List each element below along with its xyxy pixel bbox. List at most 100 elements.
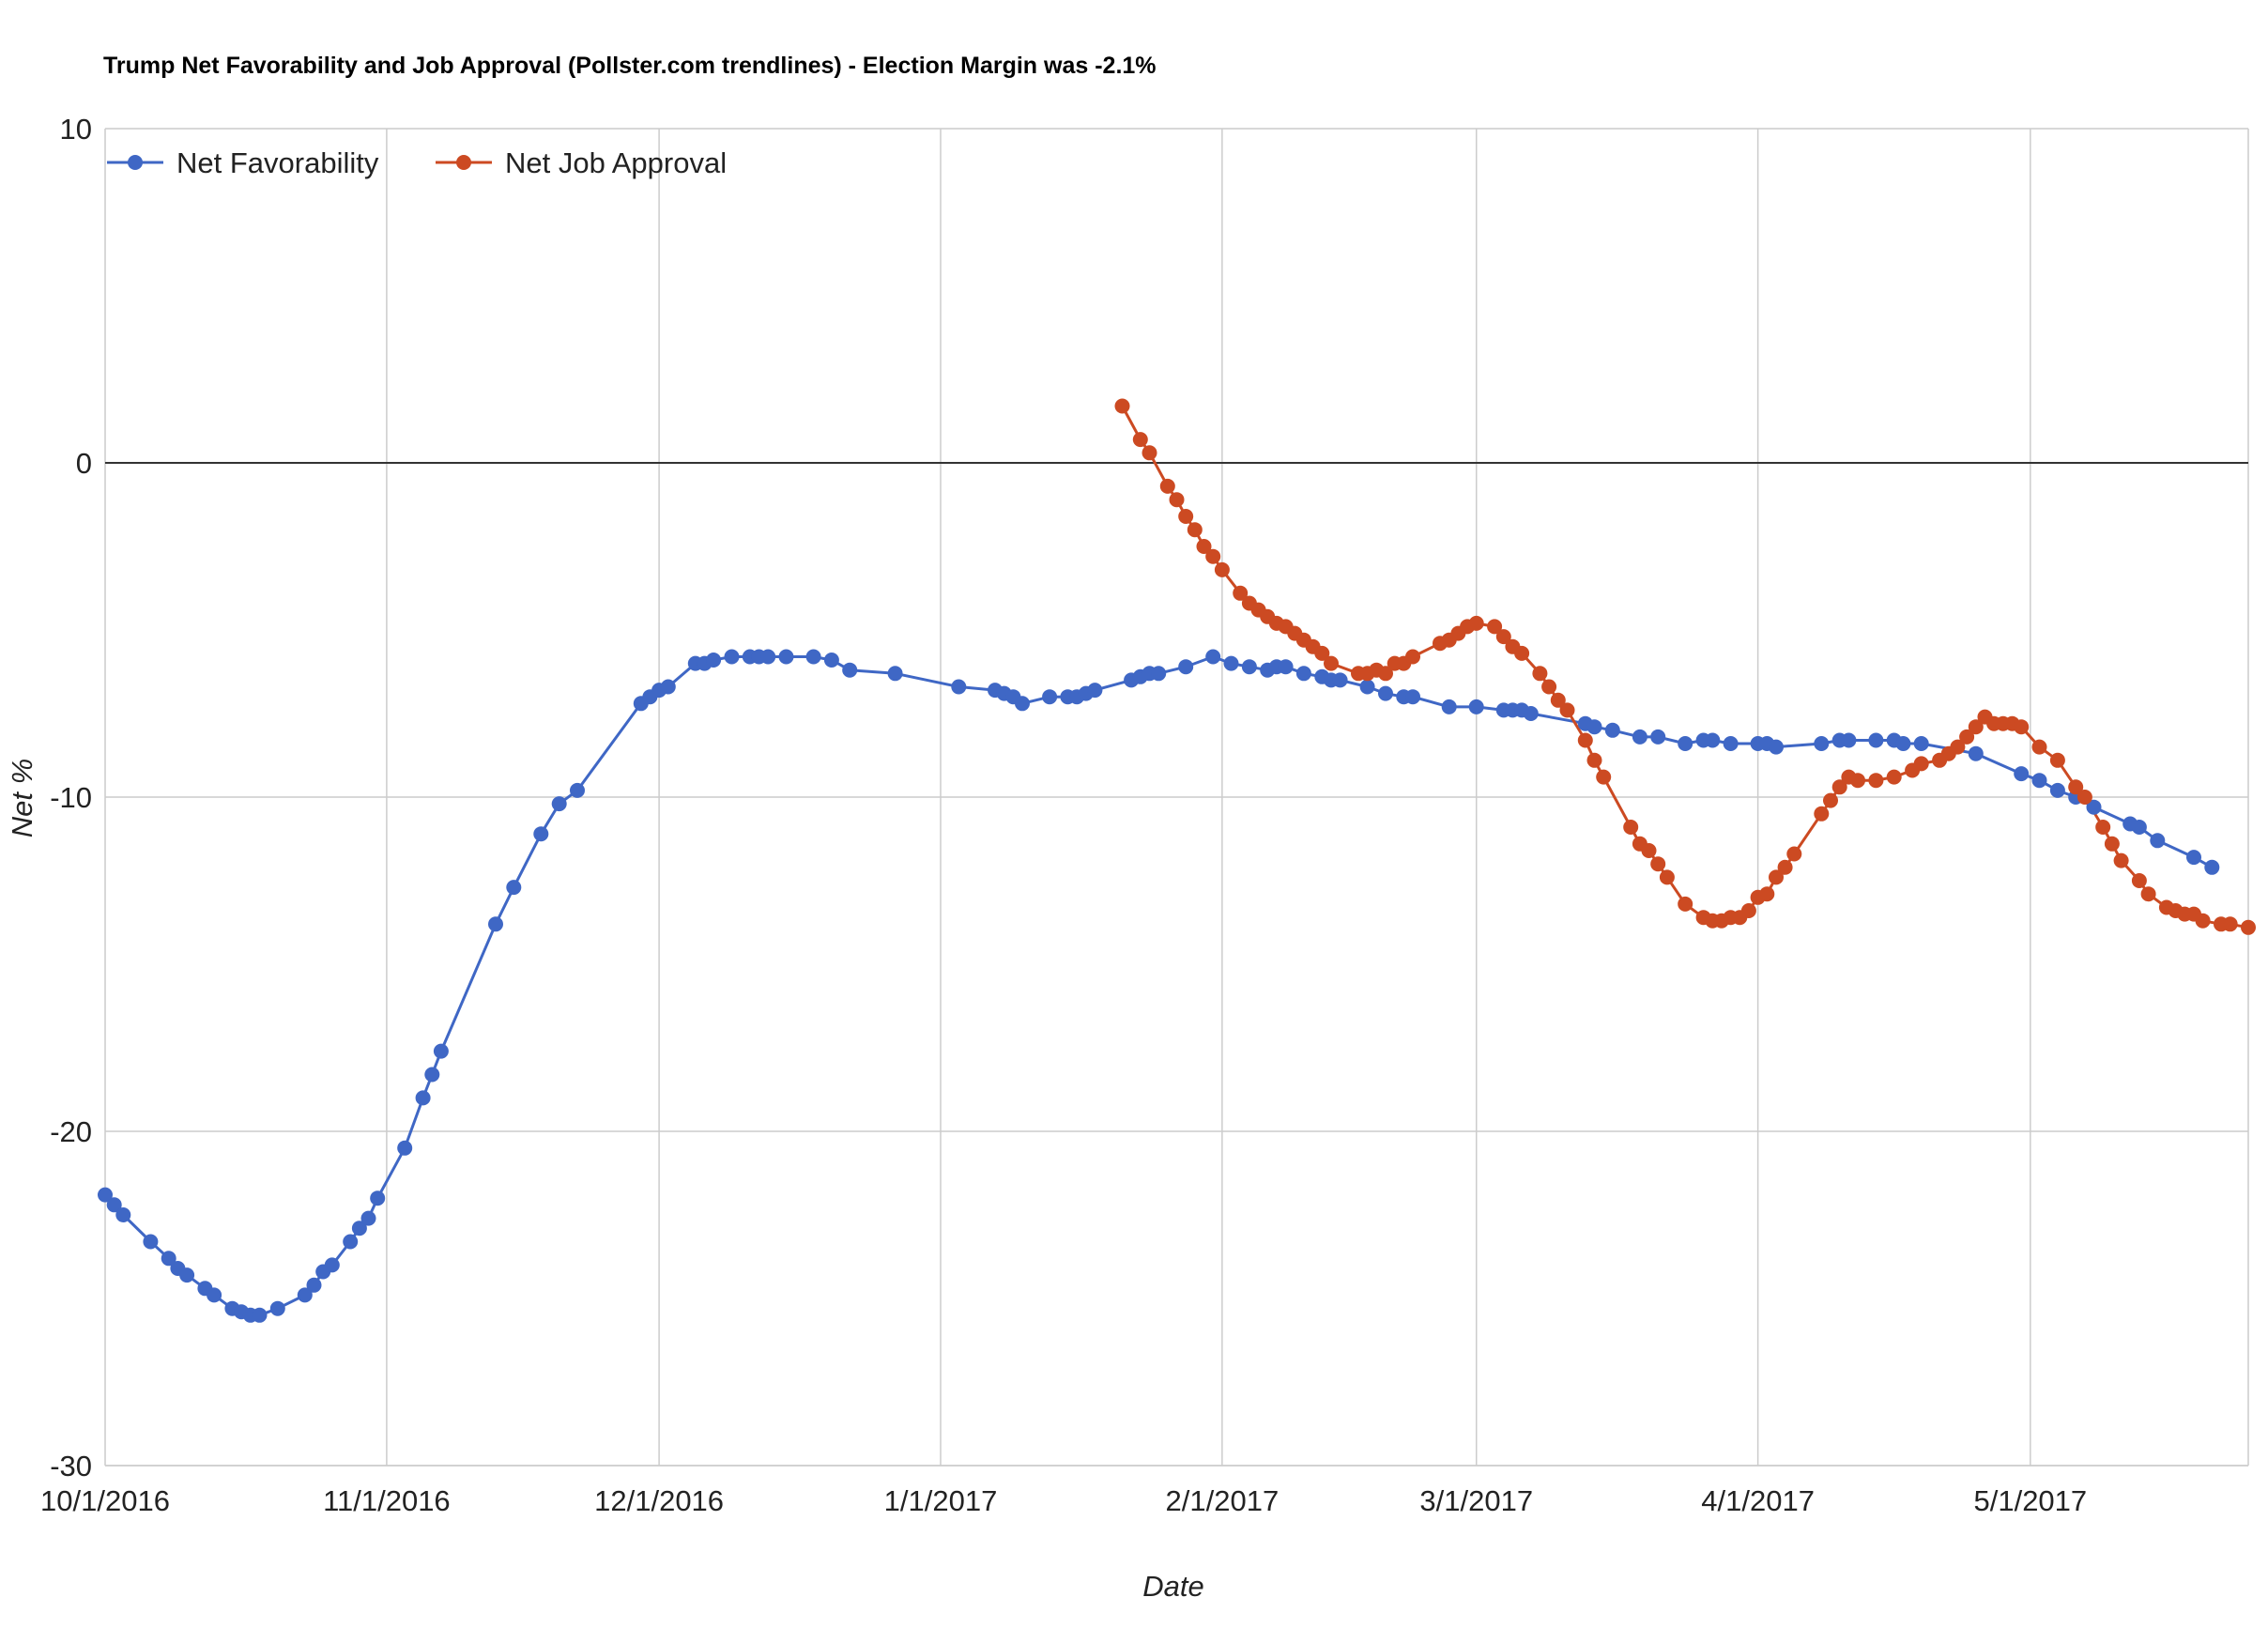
data-point-series-2 [2195,913,2211,929]
y-axis-title: Net % [6,759,38,837]
data-point-series-1 [1223,655,1239,671]
data-point-series-1 [2204,859,2220,875]
data-point-series-1 [115,1207,131,1222]
data-point-series-1 [324,1257,340,1273]
data-point-series-2 [1850,773,1865,789]
data-point-series-1 [252,1307,268,1323]
data-point-series-1 [1769,739,1784,755]
data-point-series-1 [424,1067,440,1083]
data-point-series-1 [1586,719,1602,735]
data-point-series-2 [1314,645,1330,661]
data-point-series-1 [1968,745,1984,761]
data-point-series-1 [370,1190,386,1206]
data-point-series-2 [1550,692,1566,708]
data-point-series-1 [2014,766,2030,782]
data-point-series-1 [179,1267,195,1283]
data-point-series-1 [1178,659,1194,675]
data-point-series-2 [1187,522,1203,538]
legend-label: Net Favorability [176,146,379,179]
data-point-series-1 [1723,736,1739,751]
y-axis-ticks: 10 0 -10 -20 -30 [50,113,92,1482]
data-point-series-1 [1705,732,1721,748]
y-tick-label: -20 [50,1115,92,1148]
data-point-series-1 [1295,666,1311,682]
data-point-series-2 [2076,790,2092,805]
data-point-series-1 [2150,833,2166,849]
y-tick-label: 10 [60,113,92,146]
data-point-series-2 [2014,719,2030,735]
data-point-series-2 [1769,869,1784,885]
data-point-series-2 [1405,649,1420,665]
data-point-series-2 [2140,886,2156,902]
data-point-series-1 [1441,699,1457,714]
data-point-series-1 [143,1234,159,1250]
x-tick-label: 12/1/2016 [594,1484,724,1517]
data-point-series-1 [1841,732,1857,748]
data-point-series-1 [2086,799,2102,815]
data-point-series-1 [506,880,522,896]
data-point-series-1 [660,679,676,695]
x-tick-label: 3/1/2017 [1419,1484,1533,1517]
data-point-series-1 [1678,736,1693,751]
data-point-series-2 [2113,852,2129,868]
data-point-series-2 [1559,702,1575,718]
data-point-series-1 [706,653,722,668]
data-point-series-2 [2222,916,2238,932]
y-tick-label: -30 [50,1450,92,1482]
data-point-series-1 [2049,782,2065,798]
data-point-series-2 [1233,585,1249,601]
chart-title: Trump Net Favorability and Job Approval … [103,53,1157,79]
data-point-series-1 [1468,699,1484,714]
data-point-series-1 [2031,773,2047,789]
data-point-series-2 [1159,478,1175,494]
data-point-series-1 [842,662,858,678]
data-point-series-1 [1604,722,1620,738]
data-point-series-2 [1378,666,1393,682]
data-point-series-1 [1523,706,1539,721]
data-point-series-1 [951,679,967,695]
data-point-series-1 [1632,729,1647,745]
data-point-series-1 [1151,666,1167,682]
data-point-series-1 [1405,689,1420,705]
data-point-series-2 [1968,719,1984,735]
data-point-series-2 [1468,615,1484,631]
series-points [98,398,2256,1323]
data-point-series-2 [1514,645,1530,661]
data-point-series-2 [1759,886,1775,902]
data-point-series-1 [551,796,567,812]
legend: Net Favorability Net Job Approval [107,146,727,179]
data-point-series-1 [887,666,903,682]
y-tick-label: -10 [50,781,92,814]
data-point-series-1 [297,1287,313,1303]
data-point-series-2 [1740,903,1756,918]
data-point-series-2 [1324,655,1339,671]
data-point-series-1 [488,916,503,932]
data-point-series-1 [161,1251,176,1267]
data-point-series-2 [1678,896,1693,912]
data-point-series-1 [269,1300,285,1316]
data-point-series-1 [351,1221,367,1236]
data-point-series-1 [306,1277,322,1293]
x-tick-label: 11/1/2016 [323,1484,451,1517]
data-point-series-2 [1487,619,1503,635]
data-point-series-2 [1596,769,1612,785]
data-point-series-2 [1641,843,1657,858]
data-point-series-2 [1623,820,1639,835]
data-point-series-2 [2095,820,2111,835]
data-point-series-1 [1895,736,1911,751]
data-point-series-1 [570,782,585,798]
data-point-series-1 [106,1197,122,1213]
data-point-series-2 [1950,739,1966,755]
data-point-series-1 [1087,683,1103,699]
data-point-series-2 [1959,729,1975,745]
data-point-series-2 [1831,779,1847,795]
data-point-series-1 [778,649,794,665]
data-point-series-2 [1114,398,1130,414]
legend-label: Net Job Approval [505,146,727,179]
data-point-series-1 [1332,672,1348,688]
x-tick-label: 1/1/2017 [884,1484,998,1517]
data-point-series-1 [1913,736,1929,751]
data-point-series-1 [360,1210,376,1226]
gridlines [104,128,2249,1467]
data-point-series-2 [2031,739,2047,755]
